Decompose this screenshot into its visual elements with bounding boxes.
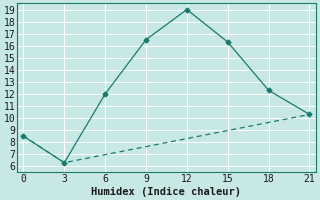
X-axis label: Humidex (Indice chaleur): Humidex (Indice chaleur)	[92, 186, 242, 197]
